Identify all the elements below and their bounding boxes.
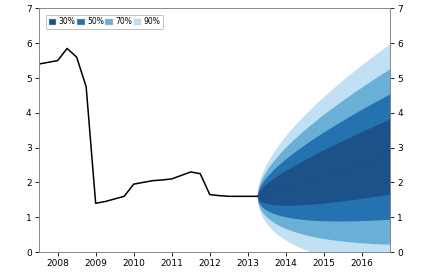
Legend: 30%, 50%, 70%, 90%: 30%, 50%, 70%, 90% (46, 15, 163, 29)
